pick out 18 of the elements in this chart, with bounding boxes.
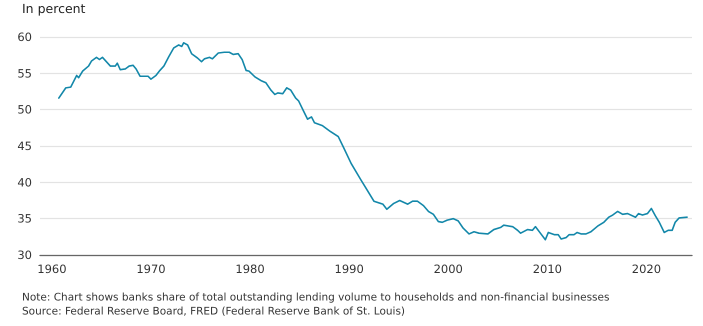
line-series [58,42,688,241]
text: Note: Chart shows banks share of total outstanding lending volume to households and non-financial businesses [22,292,610,304]
y-tick-label: 30 [17,248,32,262]
y-tick-label: 55 [17,66,32,80]
x-tick-label: 2000 [434,262,463,276]
x-tick-label: 2020 [632,262,662,276]
y-tick-label: 35 [17,212,32,226]
y-tick-label: 45 [17,139,32,153]
source-note: Source: Federal Reserve Board, FRED (Federal Reserve Bank of St. Louis) [22,306,406,318]
x-tick-label: 2010 [532,262,562,276]
y-axis-title: In percent [22,1,86,16]
y-tick-label: 60 [17,30,32,44]
x-tick-label: 1990 [334,262,364,276]
x-tick-label: 1960 [37,262,67,276]
x-tick-label: 1970 [136,262,166,276]
y-tick-label: 50 [17,102,32,117]
y-tick-label: 40 [17,175,32,190]
x-tick-label: 1980 [235,262,265,276]
